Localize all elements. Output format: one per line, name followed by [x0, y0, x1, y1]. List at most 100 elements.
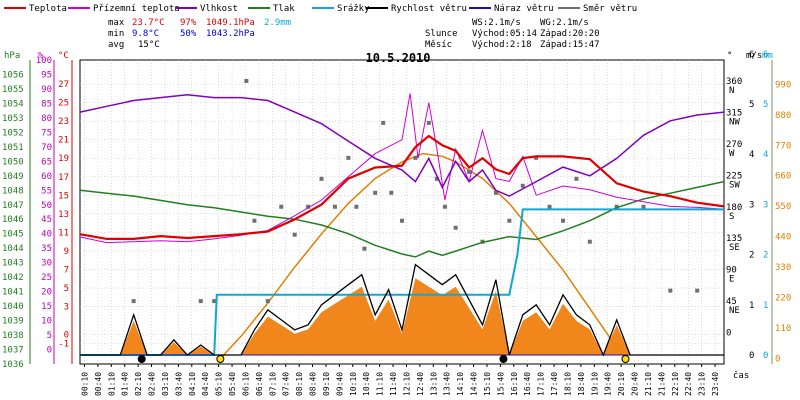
- ms-tick-label: 3: [749, 200, 754, 210]
- wind-direction-point: [362, 246, 367, 251]
- x-tick-label: 03:40: [174, 372, 183, 396]
- stats-min-press: 1043.2hPa: [206, 29, 255, 39]
- stats-max-temp: 23.7°C: [132, 18, 165, 28]
- hpa-tick-label: 1047: [2, 201, 24, 211]
- plot-marks: [79, 78, 725, 363]
- celsius-tick-label: 5: [64, 284, 69, 294]
- wind-direction-point: [332, 204, 337, 209]
- sun-tick-label: 220: [775, 294, 791, 304]
- mm-tick-label: 4: [763, 150, 768, 160]
- sunrise-value: Východ:05:14: [472, 29, 537, 39]
- pct-tick-label: 85: [41, 99, 52, 109]
- wind-direction-point: [587, 239, 592, 244]
- hpa-tick-label: 1042: [2, 273, 24, 283]
- chart-title: 10.5.2010: [365, 51, 430, 65]
- celsius-tick-label: 13: [58, 210, 69, 220]
- wind-direction-point: [614, 204, 619, 209]
- x-tick-label: 17:40: [550, 372, 559, 396]
- x-tick-label: 01:40: [121, 372, 130, 396]
- pct-tick-label: 90: [41, 85, 52, 95]
- celsius-tick-label: 21: [58, 136, 69, 146]
- ms-tick-label: 2: [749, 251, 754, 261]
- wind-direction-point: [306, 204, 311, 209]
- x-tick-label: 15:10: [483, 372, 492, 396]
- wind-direction-point: [520, 183, 525, 188]
- x-tick-label: 00:40: [94, 372, 103, 396]
- hpa-tick-label: 1044: [2, 244, 24, 254]
- mm-tick-label: 1: [763, 301, 768, 311]
- legend-label: Směr větru: [583, 4, 637, 14]
- x-tick-label: 09:10: [322, 372, 331, 396]
- deg-tick-label: 270: [726, 140, 742, 150]
- ms-tick-label: 4: [749, 150, 754, 160]
- sun-label: Slunce: [425, 29, 458, 39]
- wind-direction-point: [434, 176, 439, 181]
- x-tick-label: 06:10: [241, 372, 250, 396]
- direction-tick-label: S: [729, 212, 734, 222]
- x-tick-label: 07:10: [268, 372, 277, 396]
- moon-label: Měsíc: [425, 40, 452, 50]
- mm-axis-label: mm: [762, 51, 773, 61]
- x-tick-label: 12:10: [402, 372, 411, 396]
- sun-tick-label: 550: [775, 202, 791, 212]
- x-tick-label: 09:40: [335, 372, 344, 396]
- direction-tick-label: N: [729, 86, 734, 96]
- wind-direction-point: [668, 288, 673, 293]
- wind-direction-point: [252, 218, 257, 223]
- ground-temperature-line: [79, 93, 725, 244]
- wind-direction-point: [413, 155, 418, 160]
- plot-frame: [79, 59, 725, 365]
- wind-direction-point: [265, 299, 270, 304]
- x-tick-label: 02:40: [148, 372, 157, 396]
- stats-max-press: 1049.1hPa: [206, 18, 255, 28]
- wind-direction-point: [426, 120, 431, 125]
- x-tick-label: 16:10: [510, 372, 519, 396]
- hpa-tick-label: 1056: [2, 70, 24, 80]
- sun-tick-label: 770: [775, 141, 791, 151]
- ms-tick-label: 6: [749, 50, 754, 60]
- stats-max-hum: 97%: [180, 18, 197, 28]
- pct-tick-label: 15: [41, 302, 52, 312]
- wind-direction-point: [279, 204, 284, 209]
- pct-tick-label: 5: [47, 331, 52, 341]
- sun-tick-label: 990: [775, 80, 791, 90]
- sun-tick-label: 110: [775, 324, 791, 334]
- pct-tick-label: 0: [47, 346, 52, 356]
- pct-tick-label: 70: [41, 143, 52, 153]
- wg-value: WG:2.1m/s: [540, 18, 589, 28]
- wind-direction-point: [547, 204, 552, 209]
- mm-tick-label: 3: [763, 200, 768, 210]
- celsius-tick-label: 27: [58, 80, 69, 90]
- x-tick-label: 07:40: [282, 372, 291, 396]
- wind-direction-point: [695, 288, 700, 293]
- direction-tick-label: SE: [729, 243, 740, 253]
- precipitation-line: [80, 208, 724, 356]
- wind-direction-point: [507, 218, 512, 223]
- wind-direction-point: [381, 120, 386, 125]
- x-tick-label: 03:10: [161, 372, 170, 396]
- x-tick-label: 17:10: [537, 372, 546, 396]
- pct-tick-label: 80: [41, 114, 52, 124]
- legend-label: Srážky: [337, 4, 370, 14]
- legend-label: Tlak: [273, 4, 295, 14]
- x-tick-label: 05:40: [228, 372, 237, 396]
- humidity-line: [79, 93, 725, 197]
- x-tick-label: 14:40: [470, 372, 479, 396]
- x-tick-label: 20:40: [631, 372, 640, 396]
- celsius-tick-label: 0: [64, 330, 69, 340]
- pct-tick-label: 50: [41, 201, 52, 211]
- hpa-tick-label: 1051: [2, 143, 24, 153]
- hpa-tick-label: 1038: [2, 331, 24, 341]
- wind-direction-point: [467, 169, 472, 174]
- deg-tick-label: 180: [726, 203, 742, 213]
- direction-tick-label: W: [729, 149, 735, 159]
- moonrise-value: Východ:2:18: [472, 40, 532, 50]
- stats-max-label: max: [108, 18, 125, 28]
- wind-direction-point: [574, 176, 579, 181]
- wind-direction-point: [400, 218, 404, 223]
- x-tick-label: 10:40: [362, 372, 371, 396]
- axes: hPa1036103710381039104010411042104310441…: [2, 50, 791, 396]
- pct-tick-label: 35: [41, 244, 52, 254]
- temperature-line: [79, 134, 725, 240]
